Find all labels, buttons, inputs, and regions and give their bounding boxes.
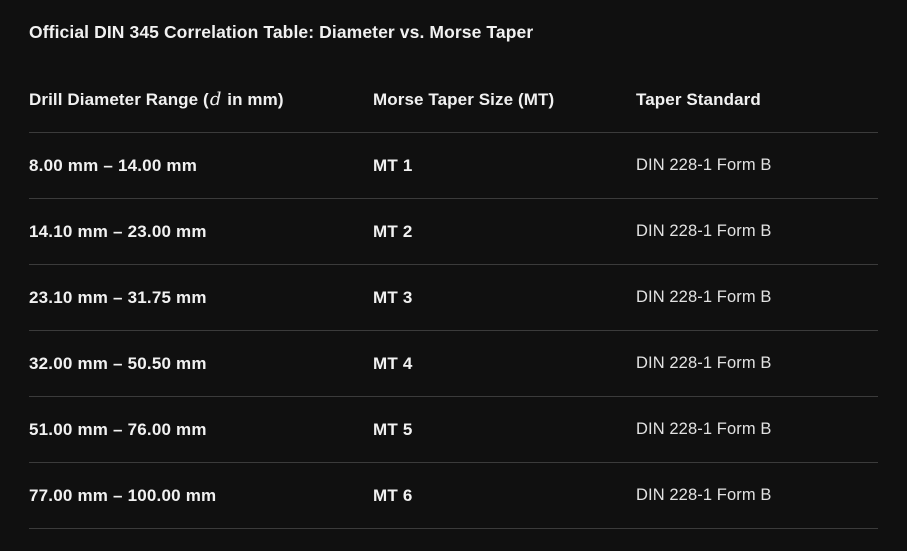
cell-diameter-range: 51.00 mm – 76.00 mm bbox=[29, 419, 207, 439]
cell-diameter-range: 14.10 mm – 23.00 mm bbox=[29, 221, 207, 241]
diameter-math-symbol: d bbox=[209, 89, 222, 110]
cell-taper-standard: DIN 228-1 Form B bbox=[636, 288, 772, 306]
cell-diameter-range: 77.00 mm – 100.00 mm bbox=[29, 485, 217, 505]
diameter-header-suffix: in mm) bbox=[222, 90, 284, 109]
cell-taper-standard: DIN 228-1 Form B bbox=[636, 222, 772, 240]
table-row: 32.00 mm – 50.50 mm MT 4 DIN 228-1 Form … bbox=[29, 331, 878, 397]
cell-taper-standard: DIN 228-1 Form B bbox=[636, 354, 772, 372]
cell-taper-standard: DIN 228-1 Form B bbox=[636, 156, 772, 174]
cell-diameter-range: 23.10 mm – 31.75 mm bbox=[29, 287, 207, 307]
page-title: Official DIN 345 Correlation Table: Diam… bbox=[29, 22, 534, 42]
table-row: 77.00 mm – 100.00 mm MT 6 DIN 228-1 Form… bbox=[29, 463, 878, 529]
cell-taper-standard: DIN 228-1 Form B bbox=[636, 486, 772, 504]
cell-taper-size: MT 3 bbox=[373, 287, 413, 307]
table-header-row: Drill Diameter Range (d in mm) Morse Tap… bbox=[29, 44, 878, 133]
cell-diameter-range: 32.00 mm – 50.50 mm bbox=[29, 353, 207, 373]
table-row: 23.10 mm – 31.75 mm MT 3 DIN 228-1 Form … bbox=[29, 265, 878, 331]
table-row: 14.10 mm – 23.00 mm MT 2 DIN 228-1 Form … bbox=[29, 199, 878, 265]
cell-taper-size: MT 5 bbox=[373, 419, 413, 439]
cell-taper-size: MT 6 bbox=[373, 485, 413, 505]
cell-taper-standard: DIN 228-1 Form B bbox=[636, 420, 772, 438]
cell-taper-size: MT 2 bbox=[373, 221, 413, 241]
cell-diameter-range: 8.00 mm – 14.00 mm bbox=[29, 155, 198, 175]
column-header-diameter: Drill Diameter Range (d in mm) bbox=[29, 44, 373, 132]
table-row: 8.00 mm – 14.00 mm MT 1 DIN 228-1 Form B bbox=[29, 133, 878, 199]
correlation-table: Drill Diameter Range (d in mm) Morse Tap… bbox=[29, 44, 878, 529]
cell-taper-size: MT 4 bbox=[373, 353, 413, 373]
column-header-taper-size: Morse Taper Size (MT) bbox=[373, 89, 555, 109]
cell-taper-size: MT 1 bbox=[373, 155, 413, 175]
column-header-standard: Taper Standard bbox=[636, 89, 761, 109]
table-row: 51.00 mm – 76.00 mm MT 5 DIN 228-1 Form … bbox=[29, 397, 878, 463]
diameter-header-prefix: Drill Diameter Range ( bbox=[29, 90, 209, 109]
